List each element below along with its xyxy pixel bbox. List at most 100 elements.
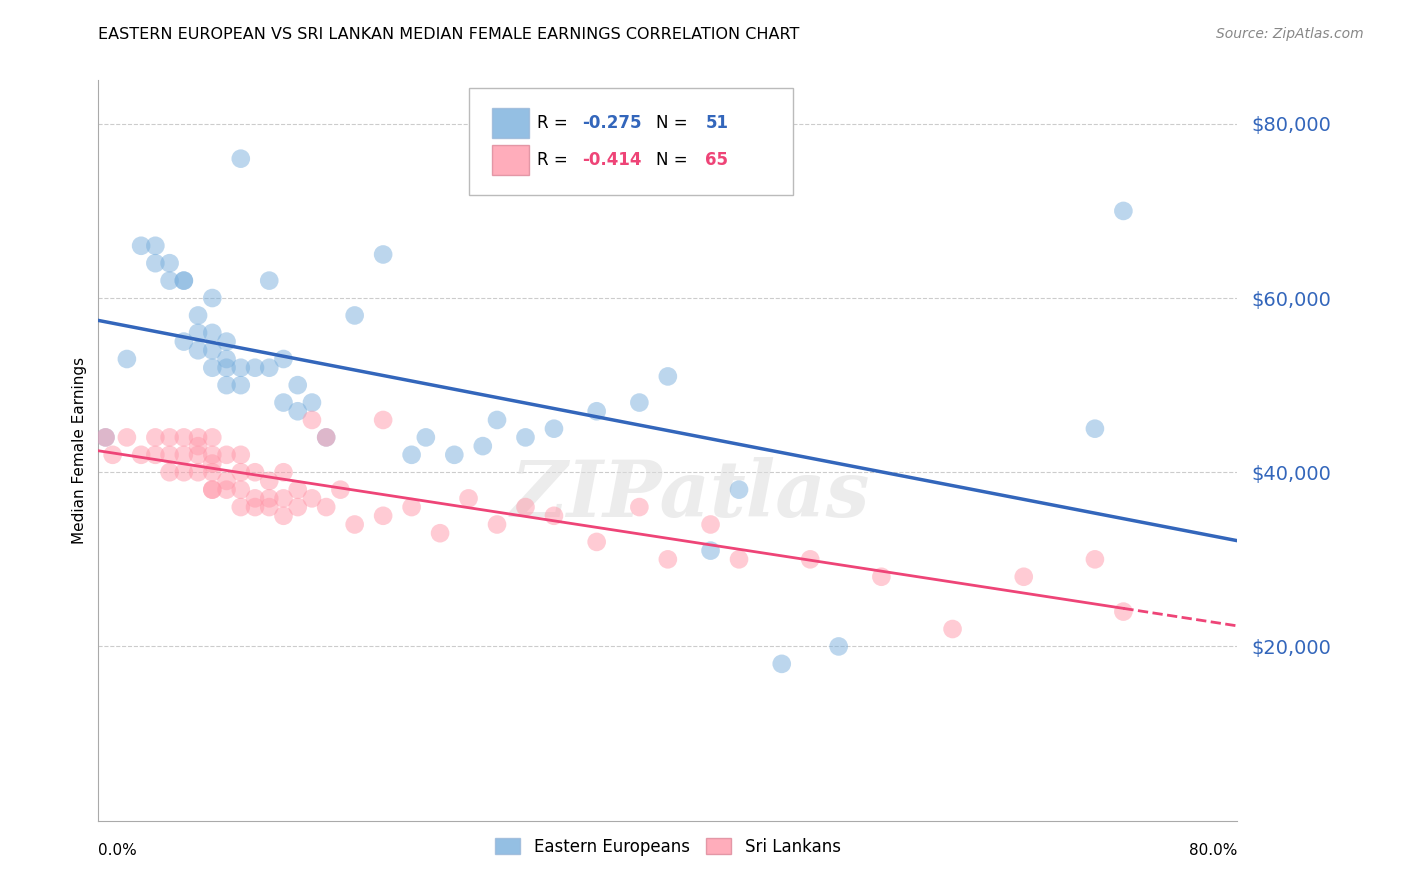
Point xyxy=(94,430,117,444)
Point xyxy=(657,369,679,384)
Point xyxy=(229,465,252,479)
Point xyxy=(343,517,366,532)
Point xyxy=(229,448,252,462)
Point xyxy=(273,465,295,479)
Point xyxy=(115,351,138,366)
Point xyxy=(287,483,309,497)
Text: 65: 65 xyxy=(706,152,728,169)
Point xyxy=(173,274,195,288)
Text: EASTERN EUROPEAN VS SRI LANKAN MEDIAN FEMALE EARNINGS CORRELATION CHART: EASTERN EUROPEAN VS SRI LANKAN MEDIAN FE… xyxy=(98,27,800,42)
Point xyxy=(187,326,209,340)
Text: Source: ZipAtlas.com: Source: ZipAtlas.com xyxy=(1216,27,1364,41)
Point xyxy=(201,457,224,471)
Point xyxy=(373,413,395,427)
Point xyxy=(429,526,451,541)
Point xyxy=(1112,203,1135,218)
Point xyxy=(699,543,721,558)
Point xyxy=(159,448,181,462)
Point xyxy=(229,360,252,375)
Point xyxy=(259,274,281,288)
Point xyxy=(585,404,607,418)
Point xyxy=(215,474,238,488)
Point xyxy=(115,430,138,444)
Point xyxy=(628,395,651,409)
Point xyxy=(259,500,281,514)
Point xyxy=(401,448,423,462)
Point xyxy=(201,360,224,375)
Point xyxy=(229,152,252,166)
Point xyxy=(201,465,224,479)
Point xyxy=(145,430,167,444)
Point xyxy=(215,448,238,462)
Point xyxy=(215,360,238,375)
Point xyxy=(201,430,224,444)
Point xyxy=(457,491,479,506)
Point xyxy=(229,483,252,497)
Point xyxy=(159,256,181,270)
Text: R =: R = xyxy=(537,152,572,169)
Point xyxy=(728,483,751,497)
Point xyxy=(315,430,337,444)
Point xyxy=(301,395,323,409)
Point xyxy=(159,274,181,288)
Point xyxy=(315,500,337,514)
Point xyxy=(471,439,494,453)
FancyBboxPatch shape xyxy=(492,145,529,175)
Point xyxy=(585,535,607,549)
Point xyxy=(259,491,281,506)
Point xyxy=(329,483,352,497)
Point xyxy=(159,465,181,479)
Point xyxy=(657,552,679,566)
Legend: Eastern Europeans, Sri Lankans: Eastern Europeans, Sri Lankans xyxy=(486,830,849,864)
Point xyxy=(215,378,238,392)
Point xyxy=(486,413,509,427)
Text: -0.414: -0.414 xyxy=(582,152,643,169)
Point xyxy=(728,552,751,566)
Point xyxy=(373,508,395,523)
Y-axis label: Median Female Earnings: Median Female Earnings xyxy=(72,357,87,544)
Point xyxy=(287,404,309,418)
Point xyxy=(373,247,395,261)
Text: R =: R = xyxy=(537,114,572,132)
Point xyxy=(201,326,224,340)
Text: -0.275: -0.275 xyxy=(582,114,643,132)
Point xyxy=(173,465,195,479)
Point xyxy=(301,413,323,427)
Point xyxy=(443,448,465,462)
Point xyxy=(870,570,893,584)
Point xyxy=(215,483,238,497)
Point xyxy=(515,430,537,444)
Point xyxy=(699,517,721,532)
Point xyxy=(315,430,337,444)
Text: 80.0%: 80.0% xyxy=(1189,843,1237,858)
Point xyxy=(145,239,167,253)
Point xyxy=(129,239,152,253)
Point xyxy=(173,448,195,462)
Point xyxy=(273,491,295,506)
Point xyxy=(187,309,209,323)
Point xyxy=(628,500,651,514)
Point xyxy=(187,343,209,358)
Point xyxy=(201,343,224,358)
Point xyxy=(1012,570,1035,584)
Point xyxy=(187,448,209,462)
Text: ZIPatlas: ZIPatlas xyxy=(510,457,870,533)
Point xyxy=(543,508,565,523)
Point xyxy=(187,465,209,479)
Point xyxy=(1084,552,1107,566)
Point xyxy=(229,500,252,514)
Point xyxy=(243,360,266,375)
Text: 0.0%: 0.0% xyxy=(98,843,138,858)
Point xyxy=(201,483,224,497)
Point xyxy=(201,483,224,497)
Text: 51: 51 xyxy=(706,114,728,132)
Point xyxy=(159,430,181,444)
Point xyxy=(799,552,821,566)
Point xyxy=(942,622,965,636)
Point xyxy=(287,500,309,514)
Point xyxy=(401,500,423,514)
Point xyxy=(145,448,167,462)
Point xyxy=(173,274,195,288)
Point xyxy=(343,309,366,323)
Point xyxy=(243,465,266,479)
